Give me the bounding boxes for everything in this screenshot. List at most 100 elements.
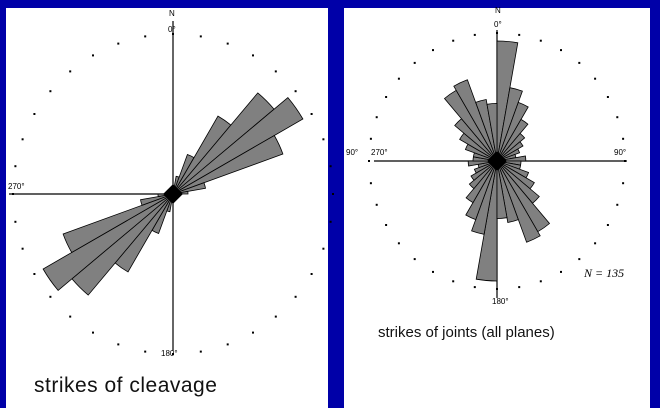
ring-tick xyxy=(33,113,36,115)
compass-ring xyxy=(368,32,626,290)
ring-tick xyxy=(294,90,297,93)
rose-petal xyxy=(470,160,498,181)
west-label: 270° xyxy=(371,148,388,157)
ring-tick xyxy=(397,242,400,245)
ring-tick xyxy=(117,343,120,346)
ring-tick xyxy=(539,280,542,283)
rose-petals xyxy=(42,92,304,296)
north-label: 0° xyxy=(168,25,176,34)
caption-joints: strikes of joints (all planes) xyxy=(378,324,555,341)
ring-tick xyxy=(375,116,378,119)
rose-petal xyxy=(453,79,498,162)
rose-petal xyxy=(62,193,174,254)
ring-tick xyxy=(329,220,332,223)
ring-tick xyxy=(560,49,562,52)
ring-tick xyxy=(252,54,254,57)
rose-petal xyxy=(496,141,524,162)
ring-tick xyxy=(452,39,455,42)
rose-petal xyxy=(42,193,174,291)
ring-tick xyxy=(172,353,174,355)
ring-tick xyxy=(117,42,120,45)
ring-tick xyxy=(310,273,313,275)
ring-tick xyxy=(578,258,581,261)
rose-petal xyxy=(496,101,529,162)
ring-tick xyxy=(578,61,581,64)
ring-tick xyxy=(594,77,597,80)
ring-tick xyxy=(226,42,229,45)
south-label: 180° xyxy=(161,349,178,358)
ring-tick xyxy=(616,116,619,119)
ring-tick xyxy=(252,331,254,334)
north-letter: N xyxy=(495,6,501,15)
rose-petal xyxy=(468,160,498,190)
ring-tick xyxy=(473,33,476,36)
ring-tick xyxy=(49,90,52,93)
rose-petal xyxy=(465,160,498,204)
ring-tick xyxy=(274,315,277,318)
rose-petal xyxy=(172,97,304,195)
ring-tick xyxy=(369,137,372,140)
ring-tick xyxy=(69,315,72,318)
south-label: 180° xyxy=(492,297,509,306)
sample-count-label: N = 135 xyxy=(583,266,624,280)
rose-petal xyxy=(496,160,508,220)
ring-tick xyxy=(432,270,434,273)
ring-tick xyxy=(622,137,625,140)
ring-tick xyxy=(49,295,52,298)
ring-tick xyxy=(452,280,455,283)
rose-petal xyxy=(172,134,284,195)
rose-petal xyxy=(140,193,174,206)
ring-tick xyxy=(92,331,94,334)
ring-tick xyxy=(144,350,147,353)
ring-tick xyxy=(332,193,334,195)
ring-tick xyxy=(385,96,388,98)
north-label: 0° xyxy=(494,20,502,29)
ring-tick xyxy=(14,220,17,223)
ring-tick xyxy=(560,270,562,273)
ring-tick xyxy=(274,70,277,73)
rose-diagram-cleavage-panel: N 0° 270° 180° strikes of cleavage xyxy=(6,8,334,408)
rose-petal xyxy=(496,160,541,243)
ring-tick xyxy=(432,49,434,52)
east-label: 90° xyxy=(614,148,626,157)
ring-tick xyxy=(294,295,297,298)
ring-tick xyxy=(385,224,388,226)
rose-petal xyxy=(465,160,498,221)
rose-petal xyxy=(486,102,498,162)
center-marker xyxy=(487,151,507,171)
ring-tick xyxy=(322,138,325,141)
rose-petal xyxy=(475,99,498,162)
ring-tick xyxy=(397,77,400,80)
caption-cleavage: strikes of cleavage xyxy=(34,374,218,397)
ring-tick xyxy=(473,286,476,289)
ring-tick xyxy=(369,182,372,185)
ring-tick xyxy=(199,35,202,38)
ring-tick xyxy=(622,182,625,185)
north-letter: N xyxy=(169,9,175,18)
rose-petal xyxy=(172,182,206,195)
rose-petal xyxy=(496,160,519,223)
ring-tick xyxy=(14,165,17,168)
rose-petal xyxy=(496,118,529,162)
outer-west-label: 90° xyxy=(346,148,358,157)
ring-tick xyxy=(539,39,542,42)
ring-tick xyxy=(310,113,313,115)
ring-tick xyxy=(226,343,229,346)
ring-tick xyxy=(92,54,94,57)
ring-tick xyxy=(69,70,72,73)
ring-tick xyxy=(413,61,416,64)
rose-petal xyxy=(496,132,526,162)
rose-diagram-cleavage: N 0° 270° 180° xyxy=(8,9,334,358)
ring-tick xyxy=(322,247,325,250)
west-label: 270° xyxy=(8,182,25,191)
rose-diagram-joints: N 0° 90° 270° 90° 180° N = 135 xyxy=(346,6,627,306)
ring-tick xyxy=(606,96,609,98)
ring-tick xyxy=(33,273,36,275)
ring-tick xyxy=(518,33,521,36)
ring-tick xyxy=(21,247,24,250)
ring-tick xyxy=(413,258,416,261)
ring-tick xyxy=(144,35,147,38)
rose-petals xyxy=(443,40,551,282)
ring-tick xyxy=(375,203,378,206)
ring-tick xyxy=(329,165,332,168)
